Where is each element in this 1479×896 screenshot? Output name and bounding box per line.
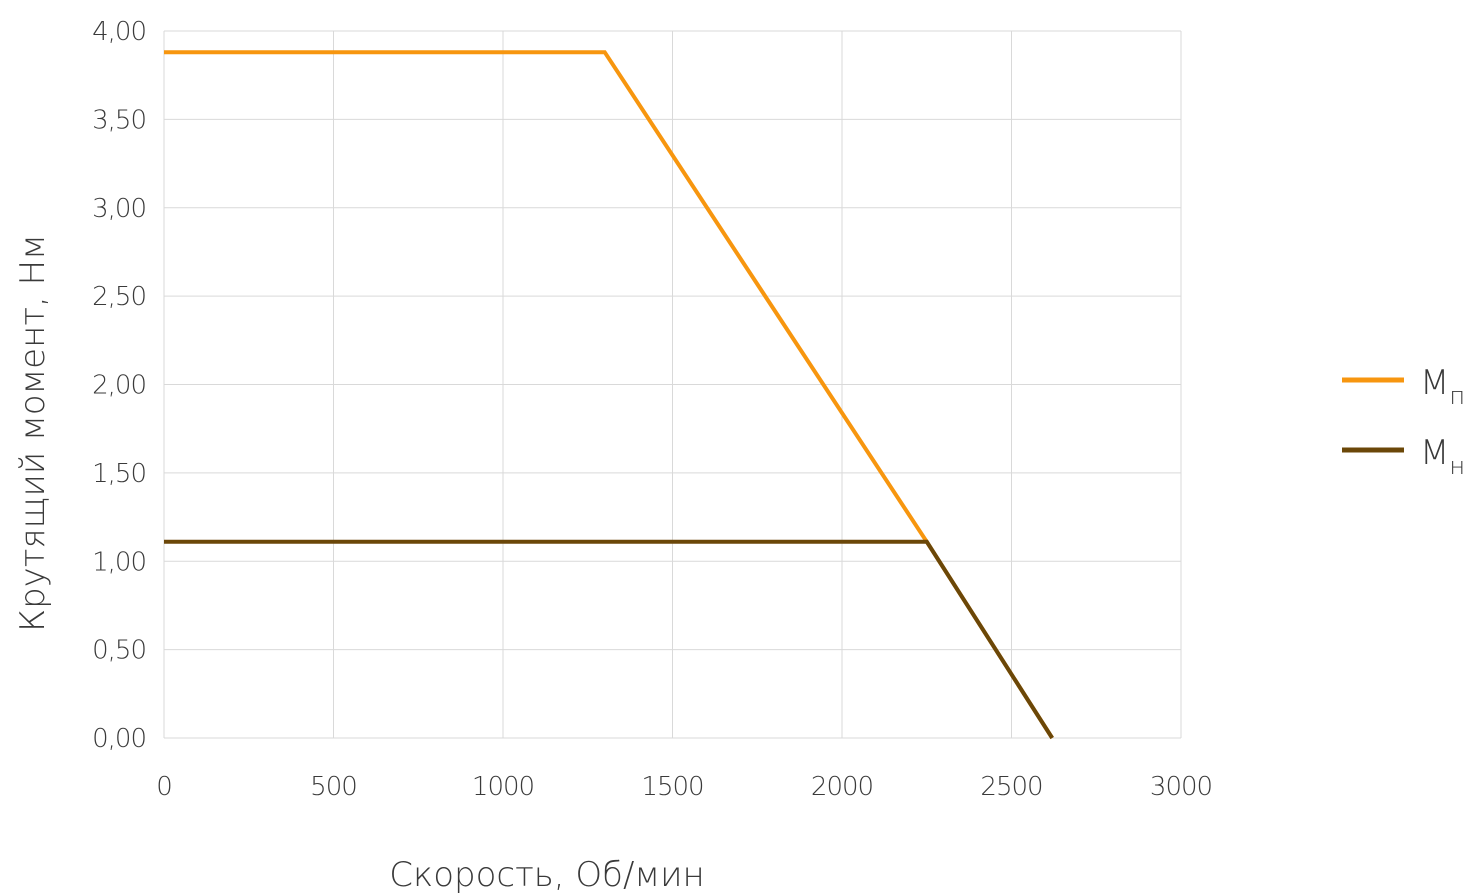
y-axis-title: Крутящий момент, Нм xyxy=(13,234,53,632)
legend-label: Mп xyxy=(1420,363,1465,410)
legend-item: Mп xyxy=(1342,363,1465,410)
x-tick-label: 1000 xyxy=(472,772,534,802)
y-tick-label: 3,50 xyxy=(92,105,146,135)
y-tick-label: 2,00 xyxy=(92,371,146,401)
y-tick-label: 3,00 xyxy=(92,194,146,224)
x-axis-title: Скорость, Об/мин xyxy=(389,855,704,895)
x-tick-label: 0 xyxy=(156,772,172,802)
series-lines xyxy=(164,50,1054,740)
legend: Mп Mн xyxy=(1342,363,1465,480)
series-line-1 xyxy=(164,50,1054,740)
x-tick-label: 1500 xyxy=(641,772,703,802)
x-tick-label: 3000 xyxy=(1150,772,1212,802)
x-tick-label: 2000 xyxy=(811,772,873,802)
y-tick-label: 2,50 xyxy=(92,282,146,312)
y-tick-label: 1,50 xyxy=(92,459,146,489)
y-tick-label: 4,00 xyxy=(92,17,146,47)
y-tick-label: 1,00 xyxy=(92,547,146,577)
x-tick-label: 2500 xyxy=(980,772,1042,802)
y-tick-label: 0,00 xyxy=(92,724,146,754)
legend-item: Mн xyxy=(1342,433,1465,480)
grid xyxy=(163,30,1182,739)
x-axis-tick-labels: 0 500 1000 1500 2000 2500 3000 xyxy=(156,772,1213,802)
legend-label: Mн xyxy=(1420,433,1465,480)
y-tick-label: 0,50 xyxy=(92,636,146,666)
y-axis-tick-labels: 0,00 0,50 1,00 1,50 2,00 2,50 3,00 3,50 4,00 xyxy=(92,17,147,754)
series-line-2 xyxy=(164,539,1054,740)
x-tick-label: 500 xyxy=(310,772,357,802)
